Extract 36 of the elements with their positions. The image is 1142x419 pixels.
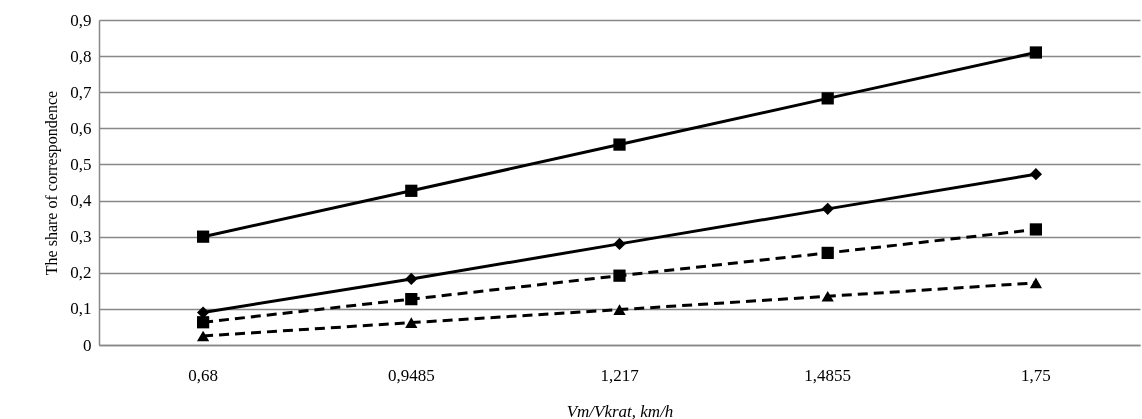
point — [405, 317, 418, 328]
point — [405, 184, 418, 197]
y-tick-label: 0 — [83, 335, 92, 355]
x-tick-label: 1,75 — [1021, 365, 1051, 385]
point — [613, 237, 626, 251]
y-tick-label: 0,1 — [70, 299, 92, 319]
point — [613, 138, 626, 151]
point — [821, 202, 834, 215]
point — [1029, 223, 1043, 236]
y-tick-label: 0,2 — [70, 263, 92, 283]
point — [1029, 46, 1043, 59]
y-tick-label: 0,6 — [70, 118, 92, 138]
point — [196, 330, 210, 342]
point — [1029, 168, 1043, 181]
y-tick-label: 0,7 — [70, 82, 92, 102]
y-tick-label: 0,8 — [70, 46, 92, 66]
point — [613, 304, 626, 315]
x-axis-title: Vm/Vkrat, km/h — [566, 401, 674, 419]
y-tick-label: 0,4 — [70, 191, 92, 211]
y-tick-label: 0,3 — [70, 227, 92, 247]
point — [196, 230, 210, 243]
x-tick-label: 1,217 — [600, 365, 640, 385]
point — [821, 246, 834, 260]
point — [821, 290, 834, 302]
point — [405, 272, 418, 286]
y-tick-label: 0,5 — [70, 154, 92, 174]
x-tick-label: 0,9485 — [387, 365, 435, 385]
y-tick-label: 0,9 — [70, 10, 92, 30]
point — [1029, 277, 1043, 289]
point — [196, 316, 210, 329]
point — [821, 92, 834, 105]
y-axis-title: The share of correspondence — [43, 90, 62, 276]
x-tick-label: 1,4855 — [804, 365, 852, 385]
point — [613, 269, 626, 282]
x-tick-label: 0,68 — [188, 365, 218, 385]
point — [405, 293, 418, 306]
